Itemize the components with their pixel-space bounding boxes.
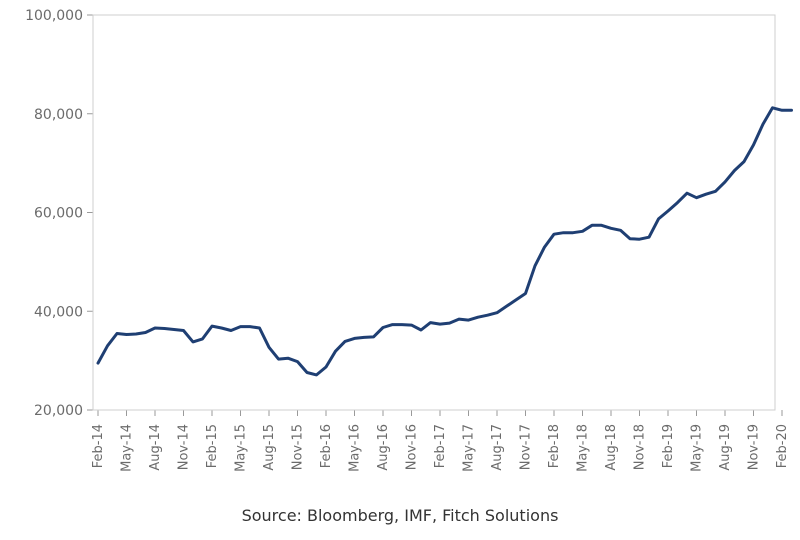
- series-line: [96, 106, 793, 377]
- x-axis-ticks: Feb-14 May-14 Aug-14 Nov-14 Feb-15 May-15 Aug-…: [91, 410, 790, 472]
- plot-area-frame: [92, 14, 776, 411]
- y-tick-label: 80,000: [34, 107, 83, 123]
- x-tick-label: Nov-16: [405, 424, 420, 470]
- x-tick-label: Aug-16: [376, 424, 391, 471]
- x-tick-label: Feb-20: [775, 424, 790, 468]
- x-tick-label: Feb-18: [547, 424, 562, 468]
- x-tick-label: Nov-18: [633, 424, 648, 470]
- y-tick-label: 20,000: [34, 403, 83, 419]
- x-tick-label: Aug-17: [490, 424, 505, 471]
- x-tick-label: Feb-19: [661, 424, 676, 468]
- x-tick-label: Aug-14: [148, 424, 163, 471]
- y-axis-ticks: 20,000 40,000 60,000 80,000 100,000: [25, 8, 93, 419]
- x-tick-label: Aug-19: [718, 424, 733, 471]
- x-tick-label: May-16: [348, 424, 363, 472]
- y-tick-label: 100,000: [25, 8, 83, 24]
- x-tick-label: Feb-15: [205, 424, 220, 468]
- x-tick-label: Nov-19: [747, 424, 762, 470]
- x-tick-label: Aug-15: [262, 424, 277, 471]
- source-note: Source: Bloomberg, IMF, Fitch Solutions: [241, 506, 559, 525]
- x-tick-label: May-17: [462, 424, 477, 472]
- x-tick-label: Nov-14: [177, 424, 192, 470]
- x-tick-label: Nov-15: [291, 424, 306, 470]
- x-tick-label: Feb-16: [319, 424, 334, 468]
- x-tick-label: Nov-17: [519, 424, 534, 470]
- x-tick-label: Feb-14: [91, 424, 106, 468]
- y-tick-label: 60,000: [34, 206, 83, 222]
- x-tick-label: May-15: [234, 424, 249, 472]
- x-tick-label: Aug-18: [604, 424, 619, 471]
- y-tick-label: 40,000: [34, 304, 83, 320]
- x-tick-label: May-19: [690, 424, 705, 472]
- series-layer: [96, 106, 793, 377]
- x-tick-label: May-18: [576, 424, 591, 472]
- x-tick-label: Feb-17: [433, 424, 448, 468]
- x-tick-label: May-14: [120, 424, 135, 472]
